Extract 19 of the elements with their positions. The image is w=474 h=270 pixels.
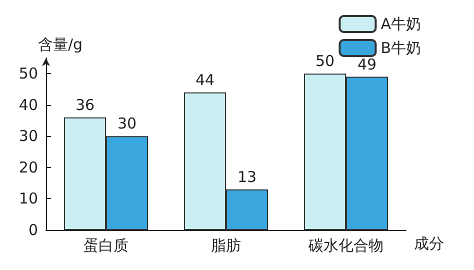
data-label: 30 — [117, 114, 137, 133]
x-axis-title: 成分 — [414, 234, 444, 252]
data-label: 49 — [357, 55, 377, 74]
x-tick-label: 碳水化合物 — [308, 236, 384, 254]
y-tick-label: 30 — [18, 127, 38, 146]
data-label: 13 — [237, 168, 257, 186]
data-label: 36 — [75, 96, 95, 114]
y-axis-title: 含量/g — [38, 36, 83, 54]
y-tick-label: 50 — [18, 64, 38, 83]
y-tick-label: 20 — [18, 158, 38, 176]
y-tick-label: 40 — [18, 96, 38, 114]
data-label: 50 — [315, 52, 335, 70]
data-label: 44 — [195, 70, 215, 89]
legend-label: B牛奶 — [380, 39, 422, 57]
y-tick-label: 0 — [28, 221, 38, 239]
x-tick-label: 蛋白质 — [84, 236, 128, 254]
legend-label: A牛奶 — [380, 15, 421, 33]
x-tick-label: 脂肪 — [211, 236, 241, 254]
y-tick-label: 10 — [18, 190, 38, 208]
